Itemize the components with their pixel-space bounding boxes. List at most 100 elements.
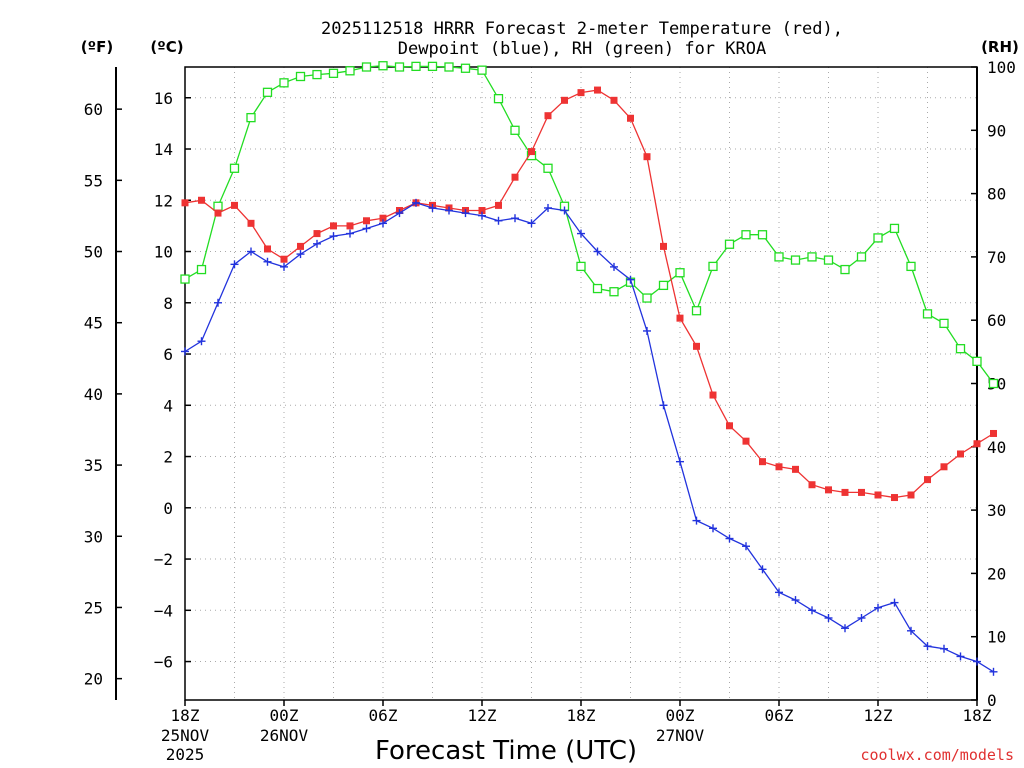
dewpoint-point bbox=[808, 606, 816, 615]
dewpoint-point bbox=[230, 260, 239, 269]
celsius-tick-label: 6 bbox=[163, 345, 173, 364]
dewpoint-point bbox=[989, 667, 998, 676]
x-tick-label: 12Z bbox=[468, 706, 497, 725]
temperature-point bbox=[478, 207, 486, 215]
dewpoint-point bbox=[181, 347, 189, 356]
x-tick-date-label: 26NOV bbox=[260, 726, 309, 745]
temperature-point bbox=[528, 148, 535, 156]
fahrenheit-tick-labels: 20 25 30 35 40 45 50 55 60 bbox=[84, 100, 103, 689]
celsius-tick-labels: −6 −4 −2 0 2 4 6 8 10 12 14 16 bbox=[154, 89, 173, 672]
x-tick-label: 18Z bbox=[963, 706, 992, 725]
temperature-point bbox=[346, 222, 354, 230]
dewpoint-point bbox=[692, 516, 701, 525]
rh-point bbox=[741, 230, 751, 240]
chart-title-line2: Dewpoint (blue), RH (green) for KROA bbox=[398, 39, 766, 59]
rh-point bbox=[180, 274, 190, 284]
rh-point bbox=[840, 264, 850, 275]
x-tick-date-label: 25NOV bbox=[161, 726, 210, 745]
dewpoint-point bbox=[659, 401, 668, 410]
dewpoint-point bbox=[478, 211, 486, 220]
dewpoint-point bbox=[923, 642, 932, 651]
temperature-point bbox=[231, 201, 238, 209]
dewpoint-point bbox=[824, 613, 833, 622]
dewpoint-point bbox=[709, 524, 717, 533]
dewpoint-point bbox=[428, 203, 437, 212]
rh-point bbox=[592, 283, 603, 294]
rh-point bbox=[543, 163, 553, 173]
rh-tick-label: 10 bbox=[987, 628, 1006, 647]
dewpoint-point bbox=[494, 216, 503, 225]
temperature-point bbox=[280, 255, 288, 263]
dewpoint-point bbox=[329, 232, 338, 241]
x-tick-year-label: 2025 bbox=[166, 745, 205, 764]
dewpoint-point bbox=[214, 298, 222, 307]
temperature-point bbox=[330, 222, 337, 230]
rh-point bbox=[246, 112, 256, 123]
dewpoint-point bbox=[577, 229, 585, 238]
fahrenheit-tick-label: 30 bbox=[84, 527, 103, 546]
temperature-point bbox=[181, 199, 189, 207]
dewpoint-point bbox=[956, 652, 965, 661]
dewpoint-point bbox=[791, 596, 800, 605]
temperature-point bbox=[709, 391, 717, 399]
rh-tick-label: 100 bbox=[987, 58, 1016, 77]
temperature-point bbox=[924, 476, 931, 484]
rh-point bbox=[724, 239, 735, 249]
series-temperature bbox=[181, 86, 997, 502]
rh-point bbox=[823, 255, 834, 265]
rh-point bbox=[708, 261, 718, 272]
dewpoint-point bbox=[593, 247, 602, 256]
rh-point bbox=[460, 63, 471, 73]
dewpoint-point bbox=[197, 337, 206, 346]
dewpoint-point bbox=[313, 239, 321, 248]
rh-point bbox=[609, 287, 619, 297]
temperature-point bbox=[561, 96, 568, 104]
x-tick-label: 06Z bbox=[369, 706, 398, 725]
x-tick-label: 18Z bbox=[171, 706, 200, 725]
rh-tick-label: 90 bbox=[987, 121, 1006, 140]
rh-point bbox=[873, 233, 883, 243]
rh-tick-label: 0 bbox=[987, 691, 997, 710]
rh-point bbox=[757, 230, 768, 240]
temperature-point bbox=[594, 86, 601, 94]
dewpoint-point bbox=[412, 198, 420, 207]
temperature-point bbox=[825, 486, 832, 494]
celsius-tick-label: 10 bbox=[154, 243, 173, 262]
dewpoint-point bbox=[841, 624, 849, 633]
dewpoint-point bbox=[445, 206, 453, 215]
fahrenheit-tick-label: 50 bbox=[84, 243, 103, 262]
rh-point bbox=[328, 68, 339, 78]
temperature-point bbox=[775, 463, 783, 471]
fahrenheit-tick-label: 35 bbox=[84, 456, 103, 475]
rh-tick-label: 60 bbox=[987, 311, 1006, 330]
rh-point bbox=[972, 356, 982, 366]
celsius-tick-label: −6 bbox=[154, 653, 173, 672]
temperature-point bbox=[808, 481, 816, 489]
rh-point bbox=[955, 344, 966, 354]
celsius-unit-label: (ºC) bbox=[150, 38, 183, 56]
temperature-point bbox=[693, 342, 700, 350]
series-line-rh bbox=[184, 65, 995, 384]
celsius-tick-label: 2 bbox=[163, 448, 173, 467]
dewpoint-point bbox=[973, 657, 981, 666]
celsius-tick-label: −2 bbox=[154, 550, 173, 569]
rh-point bbox=[658, 280, 669, 291]
rh-point bbox=[378, 61, 388, 71]
rh-point bbox=[477, 65, 487, 75]
temperature-point bbox=[363, 217, 370, 225]
dewpoint-point bbox=[940, 644, 948, 653]
rh-point bbox=[790, 255, 801, 265]
temperature-point bbox=[726, 422, 733, 430]
fahrenheit-unit-label: (ºF) bbox=[81, 38, 113, 56]
fahrenheit-tick-label: 60 bbox=[84, 100, 103, 119]
fahrenheit-tick-label: 55 bbox=[84, 171, 103, 190]
temperature-point bbox=[511, 173, 519, 181]
rh-point bbox=[939, 318, 949, 329]
rh-point bbox=[295, 71, 306, 82]
fahrenheit-tick-label: 25 bbox=[84, 598, 103, 617]
rh-tick-label: 30 bbox=[987, 501, 1006, 520]
celsius-tick-label: 14 bbox=[154, 140, 173, 159]
temperature-point bbox=[874, 491, 882, 499]
dewpoint-point bbox=[263, 257, 272, 266]
